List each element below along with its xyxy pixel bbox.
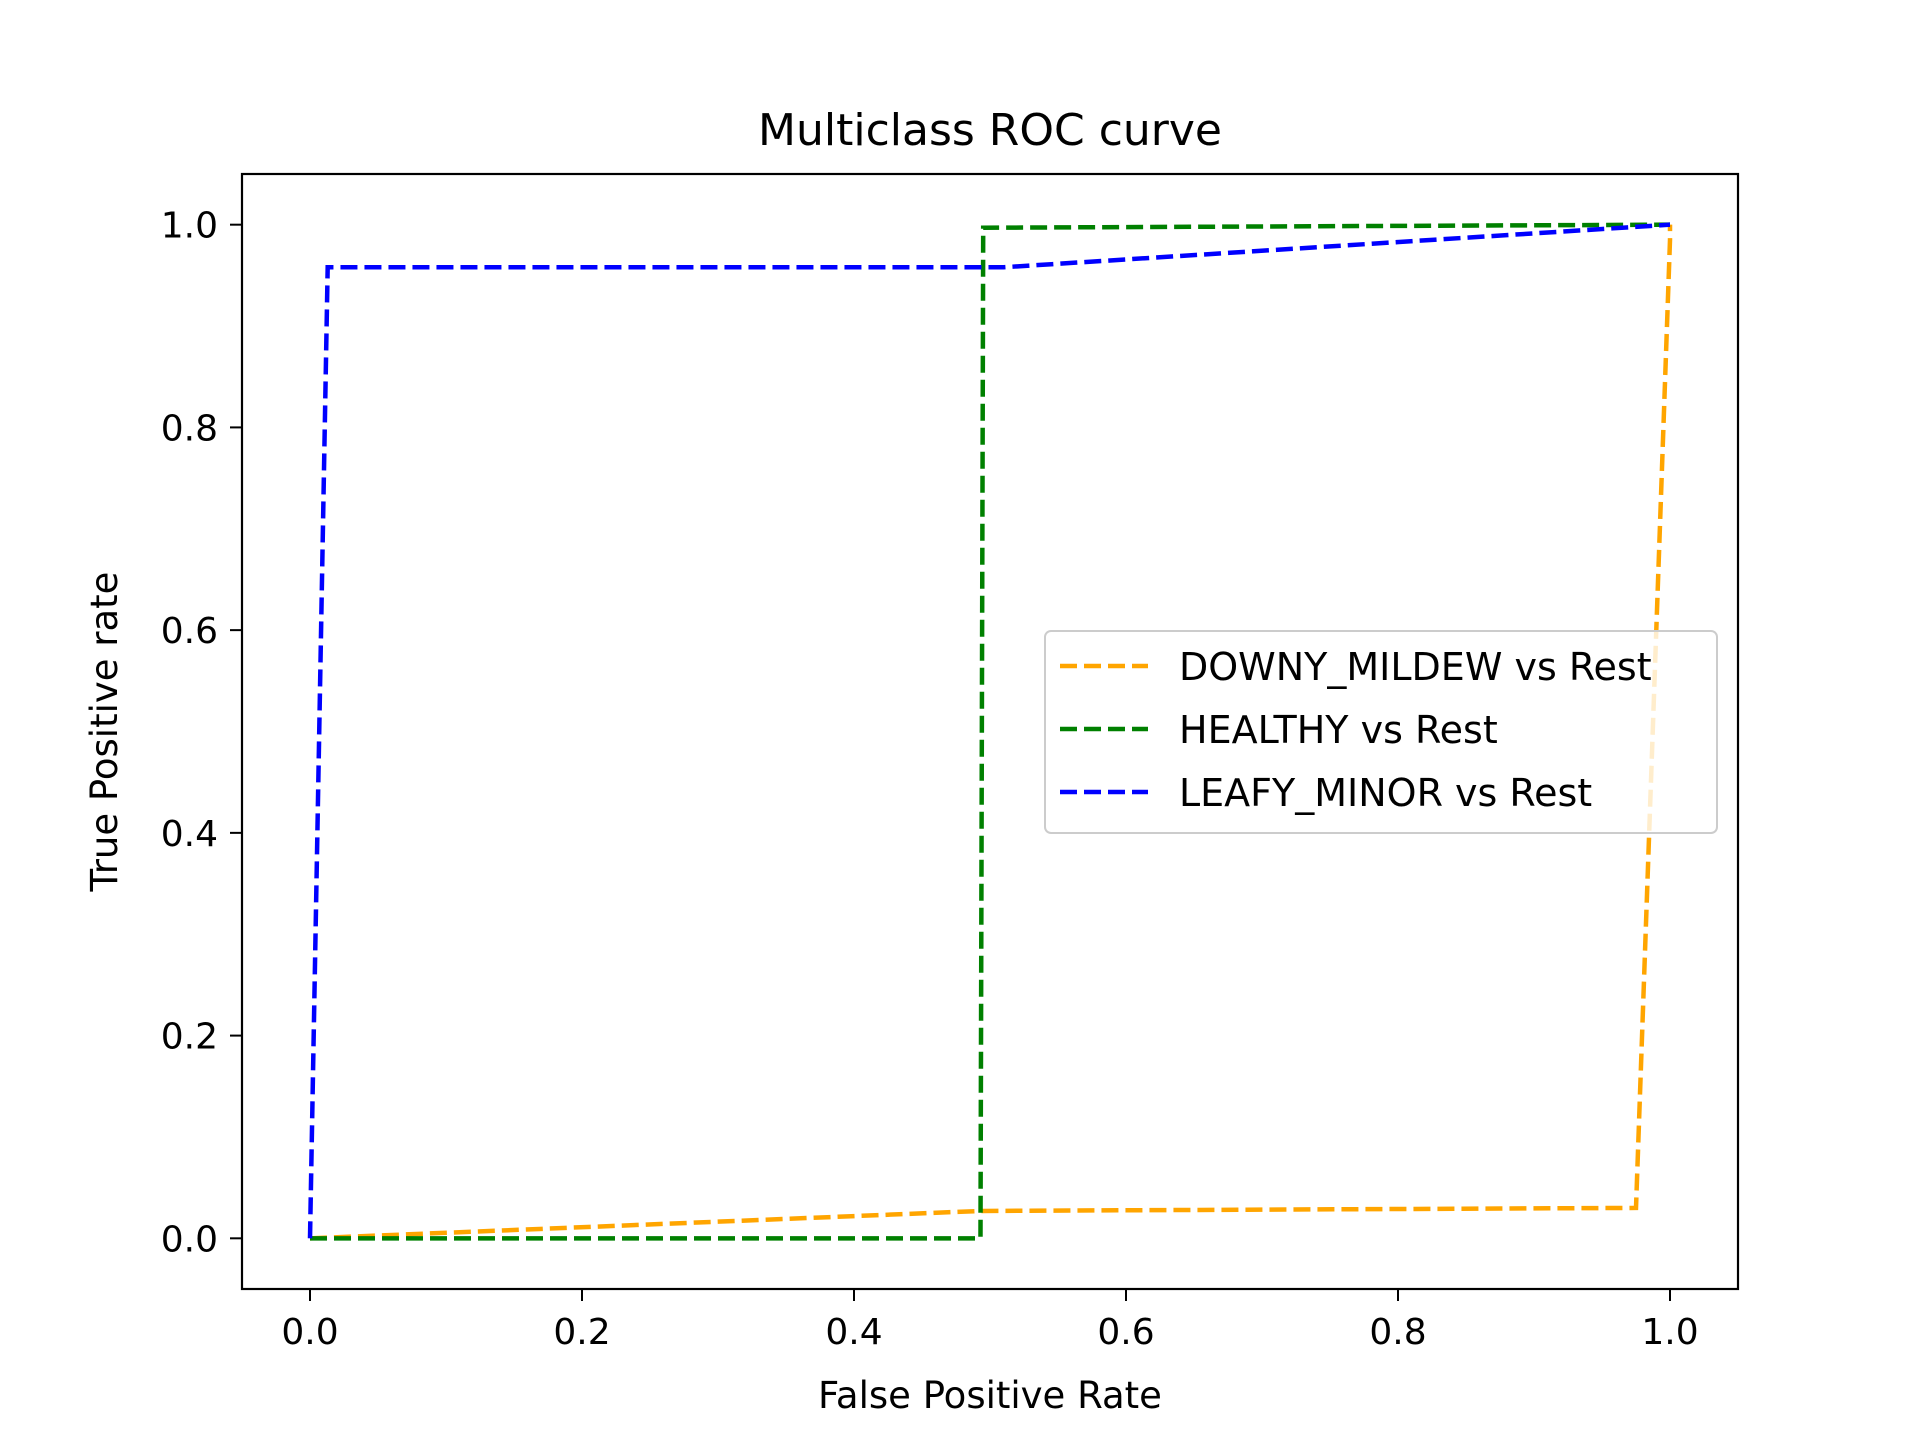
series-line-0 [309,224,1673,1241]
y-tick-label: 0.0 [161,1219,218,1260]
x-tick-label: 0.4 [825,1312,882,1353]
x-tick-label: 0.8 [1369,1312,1426,1353]
y-axis-ticks: 0.0 0.2 0.4 0.6 0.8 1.0 [161,206,242,1260]
legend-label: DOWNY_MILDEW vs Rest [1179,645,1652,689]
series-lines [307,222,1673,1241]
x-tick-label: 0.6 [1097,1312,1154,1353]
y-axis-label: True Positive rate [83,572,126,893]
legend-box [1044,630,1718,834]
y-tick-label: 1.0 [161,206,218,247]
x-tick-label: 0.2 [553,1312,610,1353]
series-line-1 [310,222,1671,1241]
y-tick-label: 0.4 [161,814,218,855]
y-tick-label: 0.2 [161,1017,218,1058]
y-tick-label: 0.6 [161,611,218,652]
series-line-2 [307,222,1671,1239]
x-axis-ticks: 0.0 0.2 0.4 0.6 0.8 1.0 [281,1289,1699,1353]
x-tick-label: 1.0 [1641,1312,1698,1353]
x-axis-label: False Positive Rate [818,1374,1162,1417]
plot-area-frame [240,172,1740,1291]
legend-label: LEAFY_MINOR vs Rest [1179,771,1592,815]
x-tick-label: 0.0 [281,1312,338,1353]
chart-title: Multiclass ROC curve [758,105,1222,156]
legend: DOWNY_MILDEW vs Rest HEALTHY vs Rest LEAFY… [1044,630,1718,834]
y-tick-label: 0.8 [161,408,218,449]
legend-label: HEALTHY vs Rest [1179,708,1498,752]
